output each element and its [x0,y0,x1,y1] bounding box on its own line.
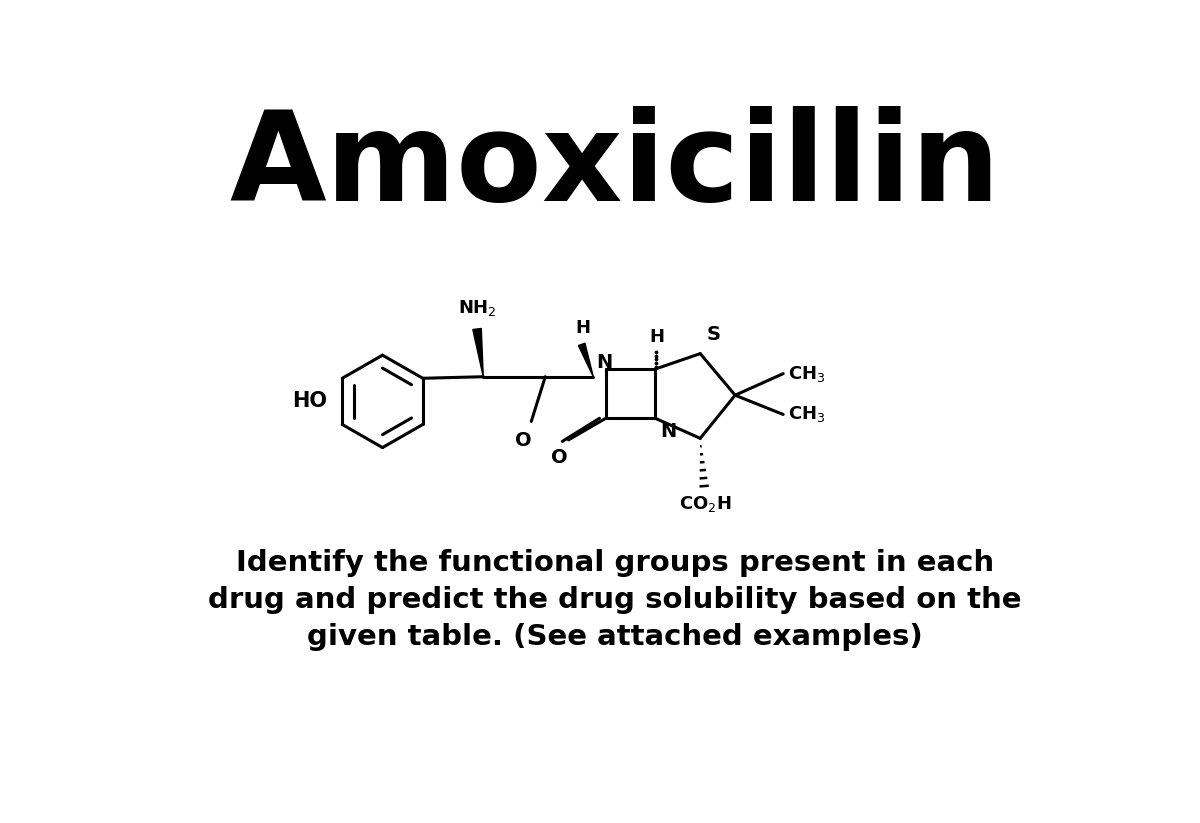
Text: H: H [576,319,590,337]
Text: Amoxicillin: Amoxicillin [229,106,1001,227]
Text: O: O [515,430,532,449]
Text: N: N [596,353,613,372]
Text: O: O [551,448,568,467]
Polygon shape [578,343,593,377]
Text: HO: HO [292,392,326,412]
Text: S: S [707,325,720,344]
Text: CH$_3$: CH$_3$ [788,364,826,384]
Text: CH$_3$: CH$_3$ [788,404,826,425]
Text: given table. (See attached examples): given table. (See attached examples) [307,623,923,651]
Text: drug and predict the drug solubility based on the: drug and predict the drug solubility bas… [209,586,1021,614]
Text: CO$_2$H: CO$_2$H [679,494,732,514]
Text: H: H [649,328,665,346]
Text: Identify the functional groups present in each: Identify the functional groups present i… [236,549,994,577]
Polygon shape [473,328,484,377]
Text: NH$_2$: NH$_2$ [457,298,497,319]
Text: N: N [660,422,677,441]
